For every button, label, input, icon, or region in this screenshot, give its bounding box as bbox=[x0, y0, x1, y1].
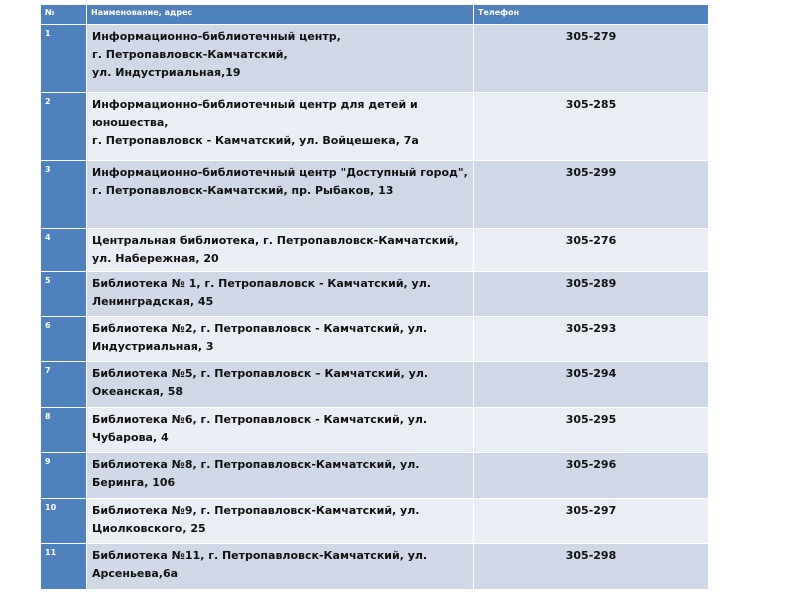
row-number: 4 bbox=[40, 228, 87, 272]
header-phone: Телефон bbox=[473, 4, 709, 25]
phone-number: 305-298 bbox=[473, 543, 709, 590]
libraries-table: № Наименование, адрес Телефон 1 Информаци… bbox=[40, 4, 709, 590]
header-row: № Наименование, адрес Телефон bbox=[40, 4, 709, 25]
phone-number: 305-297 bbox=[473, 498, 709, 544]
library-name-address: Библиотека №8, г. Петропавловск-Камчатск… bbox=[86, 452, 474, 499]
library-name-address: Информационно-библиотечный центр, г. Пет… bbox=[86, 24, 474, 93]
row-number: 8 bbox=[40, 407, 87, 453]
row-number: 9 bbox=[40, 452, 87, 499]
phone-number: 305-293 bbox=[473, 316, 709, 362]
row-number: 10 bbox=[40, 498, 87, 544]
table-row: 3 Информационно-библиотечный центр "Досту… bbox=[40, 160, 709, 229]
row-number: 6 bbox=[40, 316, 87, 362]
library-name-address: Библиотека №6, г. Петропавловск - Камчат… bbox=[86, 407, 474, 453]
table-row: 9 Библиотека №8, г. Петропавловск-Камчатс… bbox=[40, 452, 709, 499]
table-row: 2 Информационно-библиотечный центр для де… bbox=[40, 92, 709, 161]
table-row: 5 Библиотека № 1, г. Петропавловск - Камч… bbox=[40, 271, 709, 317]
row-number: 1 bbox=[40, 24, 87, 93]
table-row: 7 Библиотека №5, г. Петропавловск – Камча… bbox=[40, 361, 709, 408]
row-number: 11 bbox=[40, 543, 87, 590]
library-name-address: Информационно-библиотечный центр для дет… bbox=[86, 92, 474, 161]
table-row: 11 Библиотека №11, г. Петропавловск-Камча… bbox=[40, 543, 709, 590]
phone-number: 305-276 bbox=[473, 228, 709, 272]
library-name-address: Библиотека №9, г. Петропавловск-Камчатск… bbox=[86, 498, 474, 544]
phone-number: 305-296 bbox=[473, 452, 709, 499]
table-row: 4 Центральная библиотека, г. Петропавловс… bbox=[40, 228, 709, 272]
phone-number: 305-279 bbox=[473, 24, 709, 93]
table-row: 8 Библиотека №6, г. Петропавловск - Камча… bbox=[40, 407, 709, 453]
table-row: 10 Библиотека №9, г. Петропавловск-Камчат… bbox=[40, 498, 709, 544]
phone-number: 305-285 bbox=[473, 92, 709, 161]
row-number: 5 bbox=[40, 271, 87, 317]
library-name-address: Центральная библиотека, г. Петропавловск… bbox=[86, 228, 474, 272]
library-name-address: Библиотека №11, г. Петропавловск-Камчатс… bbox=[86, 543, 474, 590]
header-name-address: Наименование, адрес bbox=[86, 4, 474, 25]
library-name-address: Библиотека № 1, г. Петропавловск - Камча… bbox=[86, 271, 474, 317]
row-number: 7 bbox=[40, 361, 87, 408]
phone-number: 305-295 bbox=[473, 407, 709, 453]
table-row: 1 Информационно-библиотечный центр, г. Пе… bbox=[40, 24, 709, 93]
header-number: № bbox=[40, 4, 87, 25]
library-name-address: Библиотека №5, г. Петропавловск – Камчат… bbox=[86, 361, 474, 408]
phone-number: 305-289 bbox=[473, 271, 709, 317]
row-number: 3 bbox=[40, 160, 87, 229]
library-name-address: Библиотека №2, г. Петропавловск - Камчат… bbox=[86, 316, 474, 362]
table-row: 6 Библиотека №2, г. Петропавловск - Камча… bbox=[40, 316, 709, 362]
phone-number: 305-294 bbox=[473, 361, 709, 408]
phone-number: 305-299 bbox=[473, 160, 709, 229]
row-number: 2 bbox=[40, 92, 87, 161]
library-name-address: Информационно-библиотечный центр "Доступ… bbox=[86, 160, 474, 229]
